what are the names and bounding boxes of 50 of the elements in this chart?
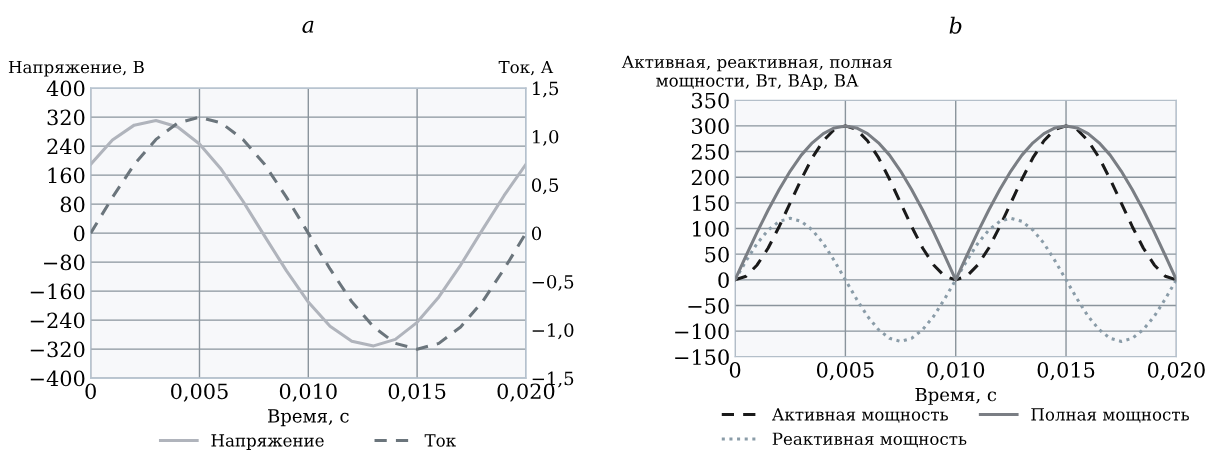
x-tick-label: 0,005: [171, 383, 228, 402]
legend-label: Реактивная мощность: [772, 432, 967, 448]
y-tick-label: 400: [46, 80, 85, 97]
y-tick-label: −100: [675, 323, 729, 340]
y2-tick-label: 1,0: [532, 129, 559, 146]
chart-title: a: [302, 20, 314, 33]
y2-axis-title: Ток, А: [498, 60, 554, 76]
x-tick-label: 0,010: [927, 362, 985, 381]
legend-label: Полная мощность: [1031, 408, 1189, 423]
x-tick-label: 0,010: [279, 383, 337, 402]
y-tick-label: −320: [30, 341, 85, 358]
y-tick-label: −80: [44, 254, 85, 271]
y-tick-label: −240: [30, 312, 85, 329]
y-tick-label: −160: [30, 283, 85, 300]
y2-tick-label: 1,5: [532, 81, 559, 98]
y-tick-label: 50: [705, 246, 729, 263]
y-tick-label: 100: [692, 220, 729, 237]
x-tick-label: 0,015: [1037, 362, 1095, 381]
y2-tick-label: −1,0: [532, 323, 574, 340]
y2-tick-label: 0: [531, 226, 542, 241]
y-tick-label: 0: [718, 272, 729, 289]
chart-title: b: [949, 16, 962, 34]
legend-label: Активная мощность: [771, 408, 948, 423]
x-tick-label: 0,015: [388, 383, 446, 402]
y-tick-label: 160: [48, 167, 85, 184]
legend-label: Ток: [424, 434, 456, 447]
y-tick-label: 150: [692, 195, 729, 212]
y-tick-label: 200: [691, 169, 729, 186]
y2-tick-label: −0,5: [532, 274, 574, 291]
y-tick-label: 320: [47, 109, 85, 126]
x-axis-title: Время, с: [915, 387, 997, 405]
y-tick-label: 250: [691, 144, 729, 160]
y-axis-title: Активная, реактивная, полная мощности, Вт, ВАр, ВА: [621, 55, 892, 90]
y-tick-label: 300: [692, 118, 729, 135]
y-tick-label: −50: [688, 297, 729, 314]
x-tick-label: 0: [729, 362, 741, 378]
y-tick-label: 350: [692, 92, 729, 109]
y-tick-label: −150: [675, 349, 729, 366]
legend-label: Напряжение: [211, 434, 324, 450]
line-series: [735, 124, 1177, 282]
x-tick-label: 0,020: [1147, 362, 1205, 381]
y-axis-title: Напряжение, В: [8, 60, 144, 77]
y-tick-label: −400: [30, 370, 85, 387]
y-tick-label: 80: [60, 196, 85, 213]
y-tick-label: 240: [47, 138, 85, 155]
x-tick-label: 0: [85, 383, 96, 400]
y-tick-label: 0: [73, 225, 85, 242]
x-tick-label: 0,005: [816, 362, 874, 381]
x-axis-title: Время, с: [268, 409, 349, 427]
y2-tick-label: 0,5: [531, 178, 559, 195]
